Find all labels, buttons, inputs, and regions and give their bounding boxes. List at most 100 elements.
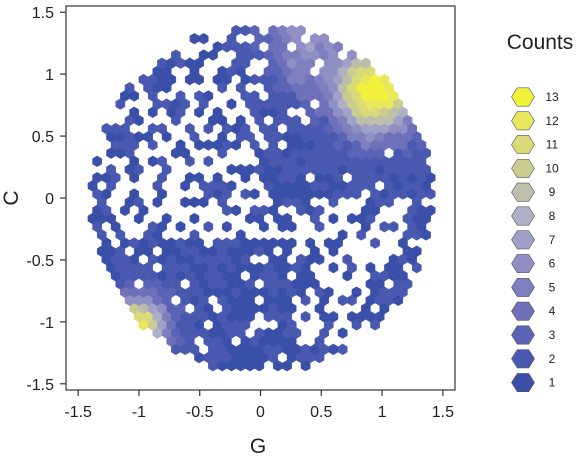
x-tick-label: 0.5 [310, 404, 332, 421]
y-tick-label: 1.5 [32, 5, 54, 22]
hexbin-cell [92, 155, 102, 168]
hexbin-cell [161, 212, 172, 225]
hexbin-cell [328, 212, 339, 225]
legend-label: 13 [545, 90, 559, 104]
legend-swatch [511, 254, 535, 274]
hexbin-cell [226, 98, 237, 110]
legend-label: 3 [549, 328, 556, 342]
y-tick-label: -1.5 [26, 377, 54, 394]
hexbin-cell [323, 286, 334, 298]
hexbin-cell [124, 82, 135, 94]
x-axis-title: G [250, 435, 266, 458]
y-tick-label: 0 [45, 191, 54, 208]
hexbin-cell [379, 73, 390, 86]
hexbin-cell [347, 49, 357, 61]
hexbin-cell [175, 90, 186, 102]
hexbin-cell [291, 114, 302, 127]
legend-label: 2 [549, 352, 556, 366]
legend-label: 9 [549, 185, 556, 199]
hexbin-cell [203, 221, 214, 233]
legend-label: 8 [549, 209, 556, 223]
legend-swatch [511, 206, 535, 226]
legend-swatch [511, 349, 535, 369]
hexbin-cell [198, 33, 209, 45]
hexbin-cell [171, 49, 181, 61]
hexbin-cell [282, 212, 292, 225]
x-axis: -1.5 -1 -0.5 0 0.5 1 1.5 [64, 390, 454, 421]
x-tick-label: -1.5 [64, 404, 92, 421]
hexbin-cell [328, 261, 339, 274]
hexbin-cell [351, 286, 362, 298]
hexbin-cell [226, 180, 237, 192]
legend-swatch [511, 111, 535, 131]
hexbin-cell [365, 261, 376, 274]
hexbin-cell [337, 229, 348, 241]
hexbin-cell [194, 171, 204, 184]
hexbin-cell [319, 33, 329, 45]
hexbin-cell [370, 237, 380, 249]
legend-label: 4 [549, 304, 556, 318]
x-tick-label: -0.5 [186, 404, 214, 421]
x-tick-label: 1.5 [432, 404, 454, 421]
legend-title: Counts [507, 31, 574, 54]
hexbin-cell [333, 41, 343, 53]
legend-swatch [511, 373, 535, 393]
hexbin-cell [222, 221, 232, 233]
hexbin-cell [249, 188, 260, 200]
legend-label: 12 [545, 114, 559, 128]
hexbin-cell [249, 90, 260, 102]
legend-label: 5 [549, 280, 556, 294]
hexbin-cell [175, 221, 186, 233]
legend-swatch [511, 277, 535, 297]
hexbin-cell [203, 155, 214, 168]
hexbin-cell [157, 155, 167, 168]
hexbin-cell [300, 310, 311, 323]
hexbin-cell [305, 237, 316, 249]
hexbin-cell [106, 163, 116, 176]
hexbin-cell [328, 310, 339, 323]
hexbin-cell [286, 237, 297, 249]
x-tick-label: -1 [132, 404, 146, 421]
hexbin-cell [203, 90, 214, 102]
legend-swatch [511, 230, 535, 250]
y-tick-label: 1 [45, 67, 54, 84]
x-tick-label: 0 [256, 404, 265, 421]
hexbin-cell [129, 106, 140, 118]
legend-label: 7 [549, 233, 556, 247]
hexbin-cells [87, 24, 436, 372]
y-tick-label: -0.5 [26, 253, 54, 270]
y-tick-label: 0.5 [32, 129, 54, 146]
legend-swatch [511, 135, 535, 155]
legend: 13 12 11 10 9 8 7 6 5 4 3 2 1 [511, 87, 559, 393]
legend-swatch [511, 325, 535, 345]
hexbin-cell [337, 343, 348, 356]
hexbin-cell [212, 106, 223, 118]
hexbin-cell [360, 57, 371, 69]
legend-swatch [511, 87, 535, 107]
hexbin-cell [235, 114, 246, 127]
legend-swatch [511, 158, 535, 178]
hexbin-cell [337, 327, 348, 339]
legend-label: 6 [549, 257, 556, 271]
hexbin-cell [189, 229, 200, 241]
y-tick-label: -1 [40, 315, 54, 332]
y-axis-title: C [0, 190, 23, 205]
hexbin-cell [184, 122, 195, 135]
hexbin-cell [235, 229, 246, 241]
hexbin-cell [189, 212, 200, 225]
hexbin-cell [212, 171, 223, 184]
hexbin-cell [411, 245, 422, 257]
hexbin-cell [129, 188, 140, 200]
hexbin-cell [342, 253, 353, 266]
hexbin-cell [249, 24, 260, 37]
hexbin-cell [231, 204, 241, 217]
hexbin-cell [296, 24, 306, 37]
hexbin-cell [425, 204, 436, 217]
legend-label: 1 [549, 376, 556, 390]
hexbin-cell [157, 122, 167, 135]
hexbin-cell [175, 139, 186, 151]
legend-swatch [511, 301, 535, 321]
hexbin-cell [388, 221, 399, 233]
legend-label: 11 [546, 138, 559, 152]
